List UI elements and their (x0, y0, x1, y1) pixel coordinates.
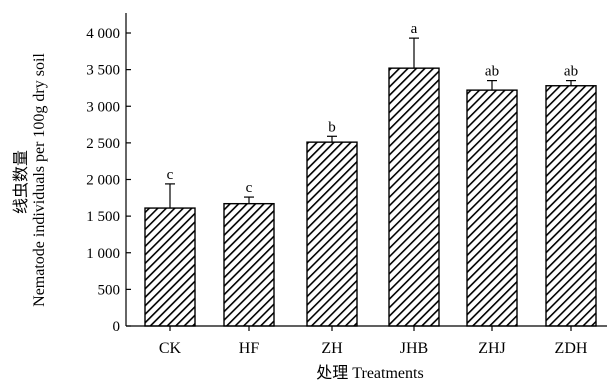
category-label-jhb: JHB (400, 340, 428, 357)
bar-zhj (466, 89, 518, 327)
category-labels: CK HF ZH JHB ZHJ ZDH (159, 326, 588, 357)
y-axis-title-en: Nematode individuals per 100g dry soil (31, 53, 48, 307)
y-tick-label: 0 (113, 319, 121, 335)
significance-zhj: ab (485, 64, 499, 80)
y-axis-title-cn: 线虫数量 (12, 150, 30, 214)
category-label-zh: ZH (321, 340, 343, 357)
significance-zh: b (328, 119, 336, 135)
y-tick-label: 2 500 (86, 136, 120, 152)
y-tick-label: 3 000 (86, 99, 120, 115)
significance-ck: c (167, 167, 174, 183)
x-axis-title: 处理 Treatments (316, 364, 423, 382)
y-tick-label: 1 000 (86, 246, 120, 262)
y-tick-label: 500 (98, 282, 121, 298)
y-tick-label: 2 000 (86, 173, 120, 189)
bar-ck (144, 207, 196, 327)
bars (144, 67, 597, 327)
y-tick-label: 1 500 (86, 209, 120, 225)
y-axis-title: 线虫数量 Nematode individuals per 100g dry s… (12, 53, 48, 307)
error-bars (165, 37, 576, 209)
y-tick-label: 3 500 (86, 63, 120, 79)
significance-zdh: ab (564, 64, 578, 80)
significance-jhb: a (411, 21, 418, 37)
significance-hf: c (246, 180, 253, 196)
bar-hf (223, 202, 275, 327)
bar-zdh (545, 85, 597, 327)
category-label-zhj: ZHJ (478, 340, 506, 357)
category-label-hf: HF (239, 340, 260, 357)
y-tick-label: 4 000 (86, 26, 120, 42)
category-label-ck: CK (159, 340, 182, 357)
bar-zh (306, 141, 358, 327)
y-axis-ticks: 0 500 1 000 1 500 2 000 2 500 3 000 3 500 4 000 (86, 26, 131, 335)
category-label-zdh: ZDH (555, 340, 588, 357)
bar-jhb (388, 67, 440, 327)
significance-labels: c c b a ab ab (167, 21, 578, 196)
